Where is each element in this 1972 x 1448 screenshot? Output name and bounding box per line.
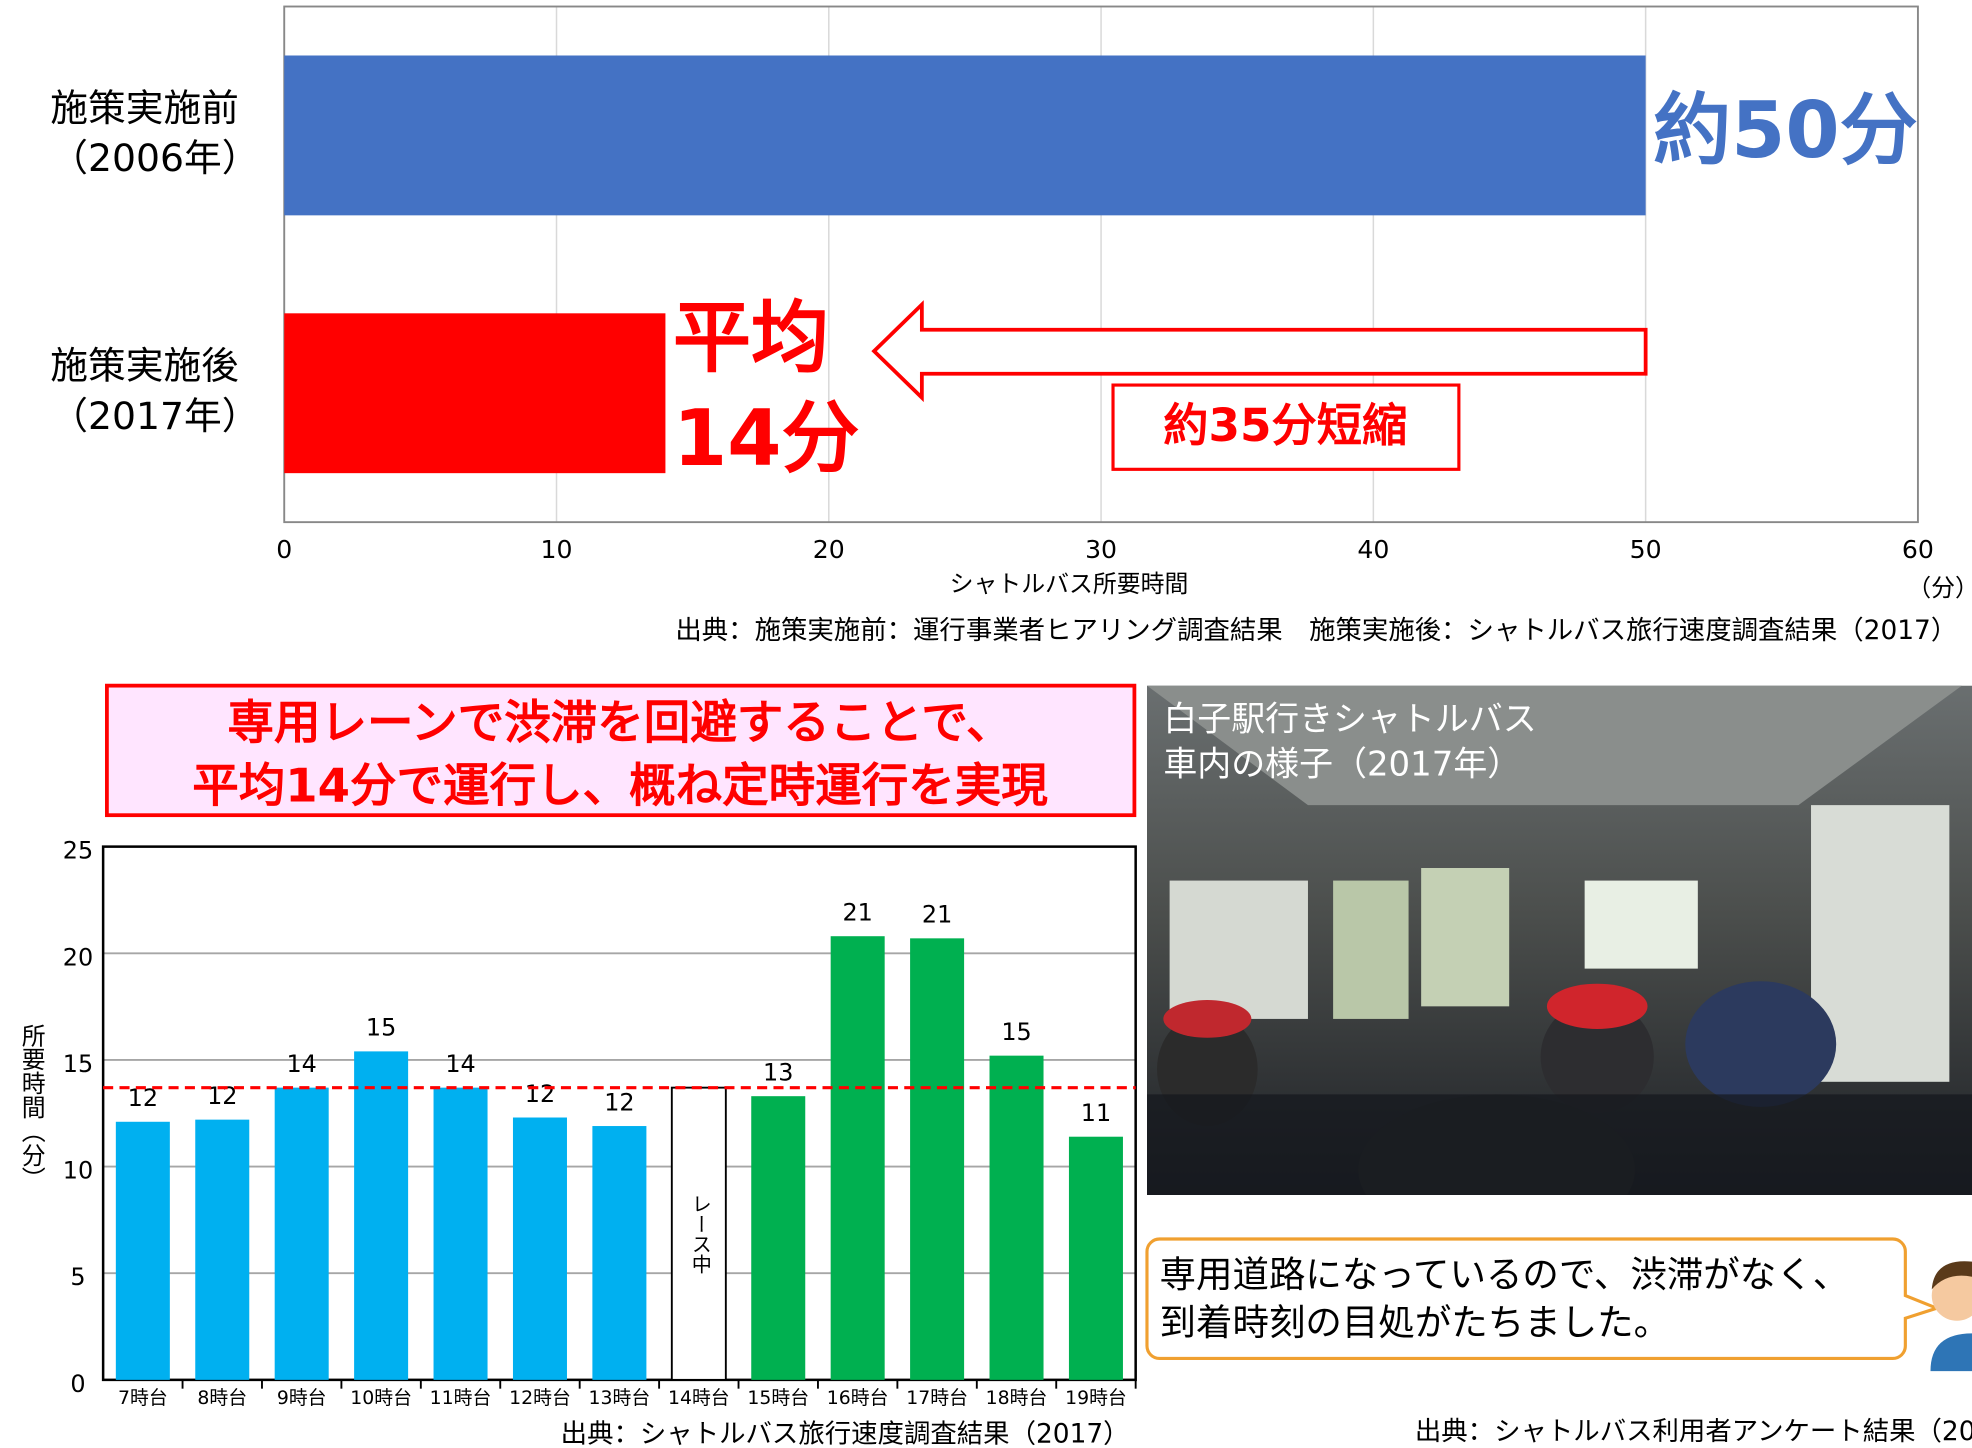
comment-text: 到着時刻の目処がたちました。 [1160,1301,1671,1344]
value-label: 14 [445,1050,475,1078]
y-tick-label: 5 [70,1263,85,1291]
source-note: 出典：シャトルバス利用者アンケート結果（2017） [1415,1416,1972,1447]
x-tick-label: 17時台 [906,1387,968,1409]
x-tick-label: 18時台 [986,1387,1048,1409]
bar [284,313,665,473]
x-tick-label: 16時台 [827,1387,889,1409]
bar [751,1096,805,1380]
value-label: 21 [842,899,872,927]
category-label: （2017年） [50,394,259,438]
x-tick-label: 9時台 [277,1387,327,1409]
y-tick-label: 0 [70,1370,85,1398]
x-tick-label: 15時台 [747,1387,809,1409]
y-axis-label: 所要時間（分） [17,1023,45,1190]
x-tick-label: 7時台 [118,1387,168,1409]
x-axis-unit: （分） [1907,574,1972,602]
value-label: 12 [525,1080,555,1108]
value-label: 13 [763,1059,793,1087]
x-axis-label: シャトルバス所要時間 [950,570,1189,598]
bar [1069,1137,1123,1380]
x-tick-label: 13時台 [589,1387,651,1409]
value-label: 14 [286,1050,316,1078]
value-label: 12 [604,1088,634,1116]
value-label: 15 [1001,1018,1031,1046]
photo-caption: 白子駅行きシャトルバス [1163,699,1536,739]
bar [592,1126,646,1380]
bar [275,1088,329,1380]
chart-title: 平均14分で運行し、概ね定時運行を実現 [192,758,1048,812]
category-label: 施策実施後 [50,344,239,388]
chart-title: 専用レーンで渋滞を回避することで、 [227,695,1012,749]
x-tick-label: 14時台 [668,1387,730,1409]
x-tick-label: 10時台 [350,1387,412,1409]
page: {"chart_data": [ {"type": "hbar", "categ… [0,0,1972,1448]
value-label: 約50分 [1653,86,1917,176]
comment-text: 専用道路になっているので、渋滞がなく、 [1160,1253,1850,1296]
x-tick-label: 60 [1902,535,1934,564]
x-tick-label: 11時台 [430,1387,492,1409]
x-tick-label: 40 [1357,535,1389,564]
x-tick-label: 19時台 [1065,1387,1127,1409]
category-label: （2006年） [50,136,259,180]
page-canvas: 0102030405060シャトルバス所要時間（分）施策実施前（2006年）約5… [0,0,1972,1448]
bar [354,1051,408,1379]
bar [990,1056,1044,1380]
bar [434,1088,488,1380]
bar [116,1122,170,1380]
x-tick-label: 10 [541,535,573,564]
y-tick-label: 10 [63,1157,93,1185]
person-icon [1930,1261,1972,1371]
x-tick-label: 8時台 [197,1387,247,1409]
x-tick-label: 50 [1630,535,1662,564]
y-tick-label: 20 [63,943,93,971]
bar [284,55,1645,215]
category-label: 施策実施前 [50,86,239,130]
value-label: 21 [922,901,952,929]
x-tick-label: 0 [276,535,292,564]
source-note: 出典：施策実施前：運行事業者ヒアリング調査結果 施策実施後：シャトルバス旅行速度… [675,615,1957,646]
value-label: 11 [1081,1099,1111,1127]
value-label: 15 [366,1014,396,1042]
value-label: 平均 [673,293,829,383]
source-note: 出典：シャトルバス旅行速度調査結果（2017） [561,1419,1130,1448]
annotation: 約35分短縮 [1163,399,1407,452]
photo-caption: 車内の様子（2017年） [1163,745,1521,785]
x-tick-label: 30 [1085,535,1117,564]
gap-label: レース中 [688,1194,712,1274]
value-label: 14分 [673,394,859,484]
bar [195,1120,249,1380]
y-tick-label: 25 [63,837,93,865]
bar [831,936,885,1380]
bar [910,938,964,1380]
y-tick-label: 15 [63,1050,93,1078]
x-tick-label: 12時台 [509,1387,571,1409]
bar [513,1118,567,1380]
x-tick-label: 20 [813,535,845,564]
